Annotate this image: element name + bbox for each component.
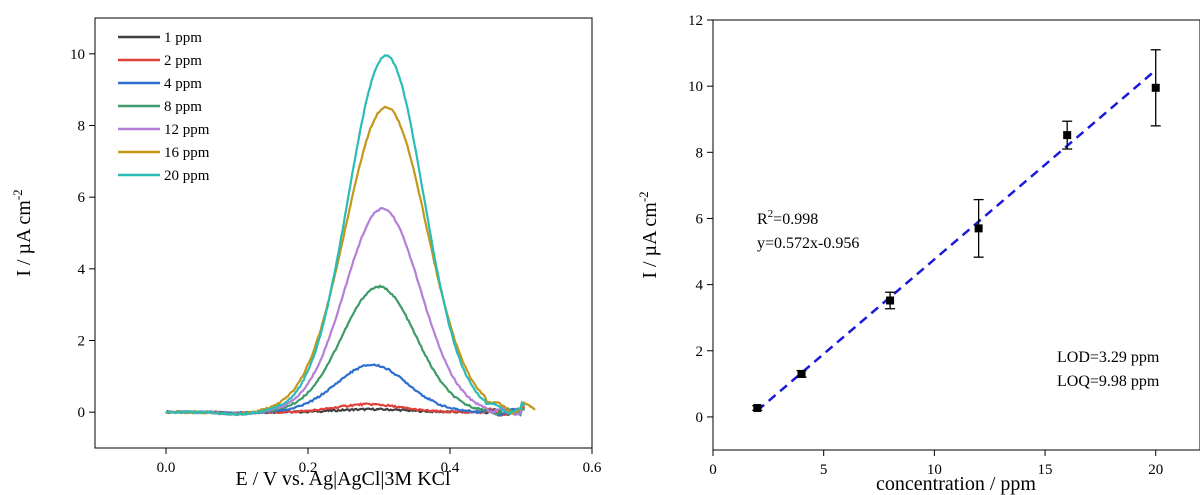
left-y-tick-label: 10 xyxy=(70,47,85,63)
data-point xyxy=(797,369,806,378)
left-x-tick-label: 0.0 xyxy=(157,460,176,476)
left-y-axis-label-superscript: -2 xyxy=(10,189,25,200)
data-point xyxy=(974,224,983,233)
series-line-8-ppm xyxy=(165,284,526,416)
lod-label: LOD=3.29 ppm xyxy=(1057,349,1160,366)
right-y-tick-label: 6 xyxy=(696,211,704,227)
right-x-tick-label: 20 xyxy=(1148,462,1163,478)
legend-label: 8 ppm xyxy=(164,99,202,115)
left-y-axis-label-text: I / µA cm xyxy=(13,200,35,277)
right-y-ticks: 0 2 4 6 8 10 12 xyxy=(688,13,713,426)
right-y-tick-label: 4 xyxy=(696,278,704,294)
r-squared-annotation: R2=0.998 xyxy=(757,208,818,228)
left-curves xyxy=(165,54,536,417)
left-x-tick-label: 0.6 xyxy=(583,460,602,476)
right-y-axis-label: I / µA cm-2 xyxy=(636,191,661,278)
left-y-tick-label: 2 xyxy=(78,334,86,350)
right-plot-frame xyxy=(712,19,1200,451)
loq-label: LOQ=9.98 ppm xyxy=(1057,373,1160,390)
right-x-tick-label: 5 xyxy=(820,462,828,478)
right-x-ticks: 0 5 10 15 20 xyxy=(709,450,1163,478)
legend-label: 16 ppm xyxy=(164,145,210,161)
right-y-tick-label: 2 xyxy=(696,344,704,360)
right-y-tick-label: 8 xyxy=(696,145,704,161)
series-line-20-ppm xyxy=(165,54,526,417)
left-x-ticks: 0.0 0.2 0.4 0.6 xyxy=(157,448,602,476)
legend-label: 4 ppm xyxy=(164,76,202,92)
left-x-tick-label: 0.4 xyxy=(441,460,460,476)
right-y-tick-label: 10 xyxy=(688,79,703,95)
right-y-axis-label-text: I / µA cm xyxy=(639,202,661,279)
data-point xyxy=(886,296,895,305)
left-plot-frame xyxy=(94,17,593,449)
left-x-tick-label: 0.2 xyxy=(299,460,318,476)
left-y-axis-label: I / µA cm-2 xyxy=(10,189,35,276)
legend-label: 1 ppm xyxy=(164,30,202,46)
left-y-tick-label: 4 xyxy=(78,262,86,278)
legend: 1 ppm 2 ppm 4 ppm 8 ppm 12 ppm 16 ppm 20 ppm xyxy=(118,30,210,184)
r-squared-value: =0.998 xyxy=(773,211,818,228)
left-x-axis-label: E / V vs. Ag|AgCl|3M KCl xyxy=(235,468,451,490)
right-x-axis-label: concentration / ppm xyxy=(876,473,1036,495)
left-y-tick-label: 6 xyxy=(78,190,86,206)
legend-label: 2 ppm xyxy=(164,53,202,69)
legend-label: 20 ppm xyxy=(164,168,210,184)
right-x-tick-label: 10 xyxy=(927,462,942,478)
left-y-tick-label: 8 xyxy=(78,119,86,135)
left-y-ticks: 0 2 4 6 8 10 xyxy=(70,47,95,421)
data-point xyxy=(1151,83,1160,92)
right-y-axis-label-superscript: -2 xyxy=(636,191,651,202)
voltammogram-chart: 0.0 0.2 0.4 0.6 0 2 4 6 8 10 1 ppm 2 ppm 4 ppm 8 pp… xyxy=(10,17,602,490)
data-point xyxy=(1063,131,1072,140)
right-y-tick-label: 0 xyxy=(696,410,704,426)
r-squared-superscript: 2 xyxy=(768,208,774,220)
left-y-tick-label: 0 xyxy=(78,405,86,421)
series-line-16-ppm xyxy=(165,105,536,416)
right-x-tick-label: 15 xyxy=(1038,462,1053,478)
r-squared-base: R xyxy=(757,211,768,228)
data-points xyxy=(752,49,1161,412)
fit-line-group xyxy=(756,69,1157,412)
legend-label: 12 ppm xyxy=(164,122,210,138)
right-x-tick-label: 0 xyxy=(709,462,717,478)
data-point xyxy=(753,403,762,412)
fit-line xyxy=(756,69,1157,412)
fit-equation: y=0.572x-0.956 xyxy=(757,235,859,252)
right-y-tick-label: 12 xyxy=(688,13,703,29)
